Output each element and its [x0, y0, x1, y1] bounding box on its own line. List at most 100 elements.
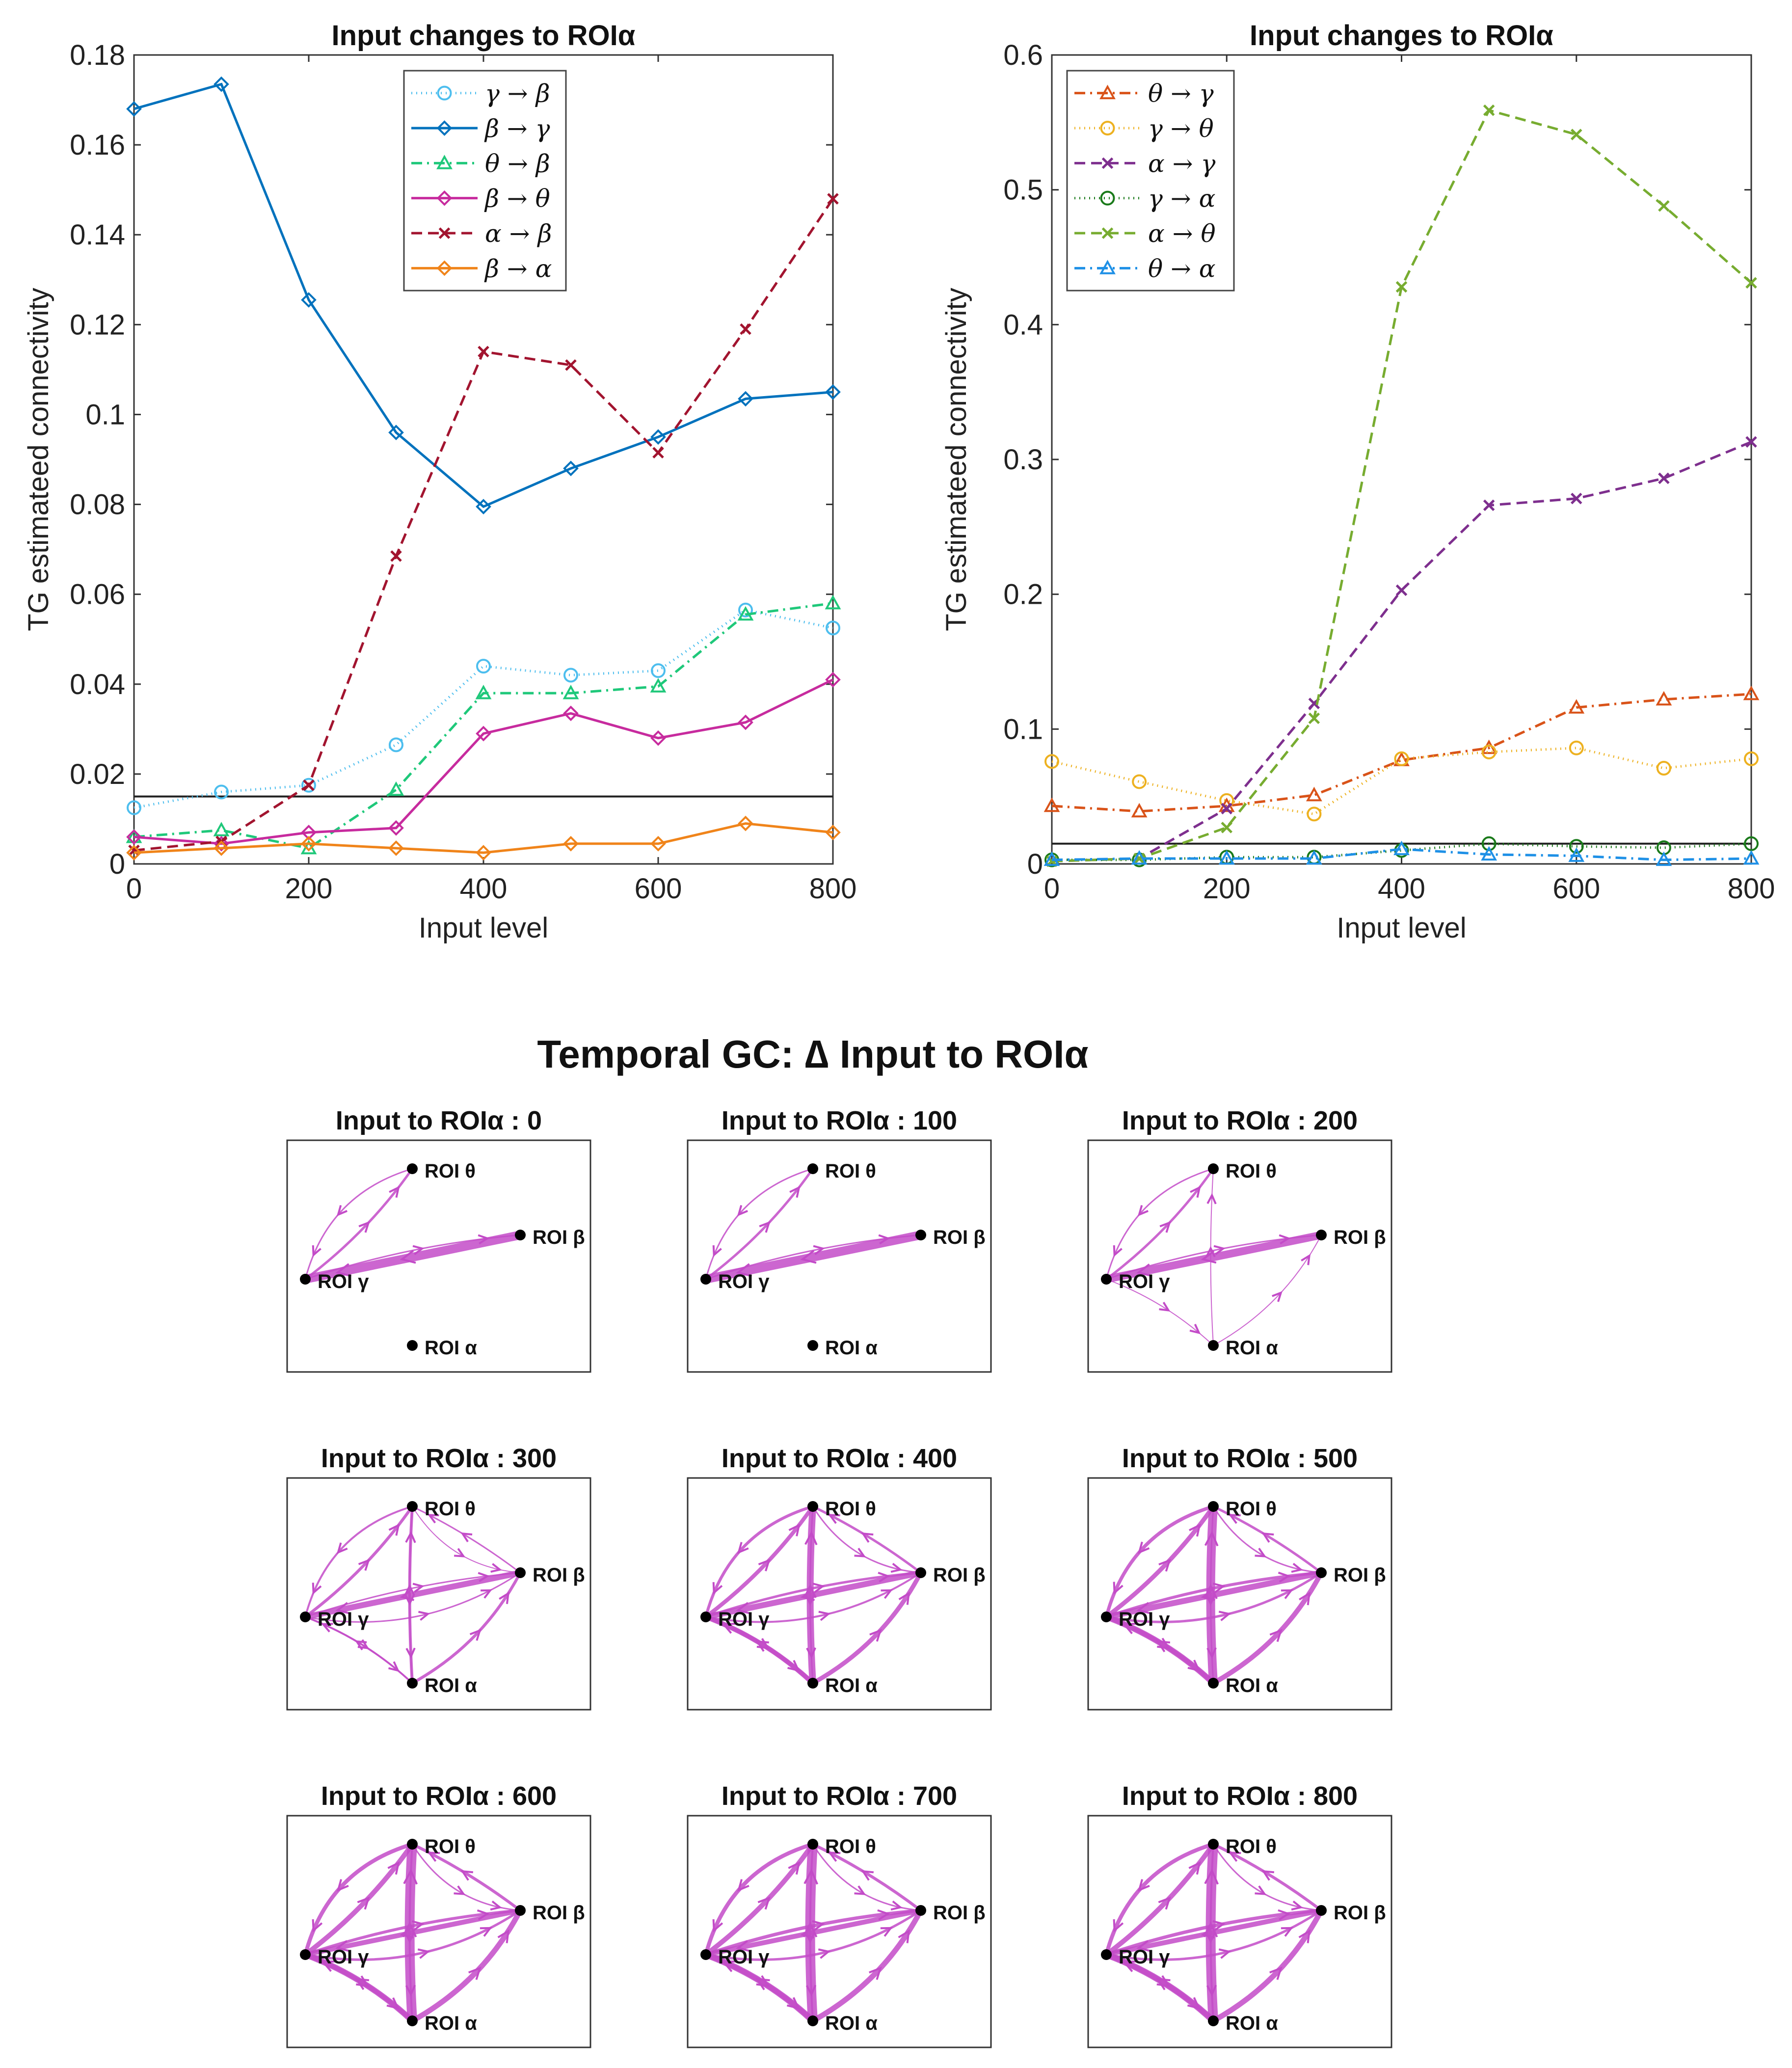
data-point: [565, 359, 577, 371]
node-dot: [515, 1567, 526, 1578]
edge-th-be: [412, 1506, 521, 1573]
edge-arrowhead: [1281, 1589, 1293, 1599]
data-point: [563, 668, 578, 683]
series-line: [134, 82, 833, 509]
data-point: [1306, 786, 1322, 802]
y-tick-label: 0.06: [70, 579, 125, 611]
data-point: [1131, 850, 1148, 865]
node-label: ROI γ: [718, 1609, 770, 1630]
node-label: ROI γ: [318, 1271, 369, 1292]
data-point: [1744, 836, 1759, 851]
edge-ga-al: [303, 1952, 415, 2023]
data-point: [1395, 281, 1408, 293]
edge-arrowhead: [481, 1589, 492, 1599]
edge-arrowhead: [1159, 1221, 1171, 1233]
edge-arrowhead: [336, 1879, 349, 1892]
data-point: [303, 779, 315, 791]
edge-line: [811, 1505, 922, 1574]
node-dot: [915, 1905, 926, 1916]
node-dot: [1316, 1905, 1327, 1916]
node-dot: [1101, 1611, 1112, 1622]
edge-arrowhead: [1205, 1594, 1216, 1606]
edge-line: [705, 1234, 922, 1280]
edge-arrowhead: [788, 1861, 801, 1875]
node-label: ROI γ: [718, 1271, 770, 1292]
data-point: [650, 835, 666, 852]
data-point: [301, 778, 316, 793]
y-tick-label: 0.18: [70, 39, 125, 71]
edge-arrowhead: [1212, 1583, 1226, 1594]
node-label: ROI θ: [1226, 1498, 1277, 1520]
x-tick-label: 600: [1552, 873, 1600, 905]
node-label: ROI β: [933, 1564, 986, 1586]
node-dot: [1101, 1274, 1112, 1285]
legend-label: α → β: [485, 219, 552, 248]
edge-arrowhead: [405, 1647, 416, 1659]
x-tick-label: 0: [1044, 873, 1060, 905]
edge-line: [409, 1506, 413, 1684]
data-point: [475, 684, 492, 699]
edge-line: [304, 1505, 414, 1618]
edge-arrowhead: [805, 1594, 815, 1606]
edge-al-be: [1211, 1570, 1324, 1686]
node-dot: [1316, 1567, 1327, 1578]
legend-label: α → γ: [1148, 149, 1215, 178]
x-axis-label: Input level: [1337, 912, 1466, 944]
edge-al-th: [1205, 1168, 1217, 1346]
edge-ga-th: [704, 1167, 814, 1281]
edge-line: [408, 1843, 413, 2022]
node-label: ROI α: [825, 1675, 878, 1696]
edge-line: [1104, 1952, 1216, 2023]
edge-arrowhead: [417, 1948, 430, 1959]
x-tick-label: 400: [1378, 873, 1425, 905]
edge-th-be: [812, 1843, 922, 1911]
edge-arrowhead: [1158, 1896, 1171, 1910]
y-tick-label: 0: [1027, 848, 1043, 880]
edge-arrowhead: [898, 1591, 910, 1605]
node-dot: [407, 2015, 418, 2026]
legend-marker: [436, 120, 453, 136]
edge-arrowhead: [813, 1245, 825, 1255]
edge-arrowhead: [412, 1245, 425, 1255]
edge-line: [810, 1907, 924, 2024]
data-point: [1570, 492, 1582, 505]
edge-line: [302, 1570, 523, 1620]
node-label: ROI β: [1334, 1564, 1386, 1586]
node-dot: [807, 1501, 818, 1512]
edge-ga-be: [705, 1234, 922, 1280]
edge-arrowhead: [490, 1563, 502, 1573]
edge-line: [304, 1505, 413, 1618]
edge-ga-al: [1106, 1279, 1214, 1346]
data-point: [478, 346, 489, 358]
data-point: [1308, 712, 1320, 725]
series-3: [126, 594, 841, 855]
node-label: ROI β: [933, 1902, 986, 1924]
edge-line: [1212, 1843, 1323, 1912]
node-label: ROI θ: [825, 1498, 876, 1520]
edge-arrowhead: [478, 1572, 490, 1583]
panel-title: Input to ROIα : 500: [1122, 1444, 1358, 1473]
node-dot: [300, 1274, 311, 1285]
edge-arrowhead: [480, 1927, 492, 1937]
y-tick-label: 0: [109, 848, 125, 880]
edge-ga-be: [1105, 1909, 1323, 1961]
edge-arrowhead: [828, 1852, 841, 1862]
data-point: [563, 835, 579, 852]
edge-arrowhead: [1213, 1245, 1226, 1255]
node-dot: [807, 1163, 818, 1174]
data-point: [825, 384, 841, 400]
legend-marker: [1100, 121, 1115, 135]
node-label: ROI θ: [1226, 1836, 1277, 1857]
legend-label: β → θ: [484, 185, 550, 213]
edge-arrowhead: [404, 1594, 415, 1606]
edge-line: [1104, 1504, 1215, 1619]
edge-line: [411, 1843, 522, 1912]
node-label: ROI β: [533, 1564, 585, 1586]
edge-arrowhead: [1206, 1985, 1217, 1997]
data-point: [1743, 685, 1760, 700]
edge-arrowhead: [1156, 1975, 1171, 1987]
edge-line: [701, 1231, 925, 1284]
edge-th-ga: [705, 1168, 814, 1280]
data-point: [1568, 699, 1585, 714]
series-1: [1043, 685, 1760, 818]
